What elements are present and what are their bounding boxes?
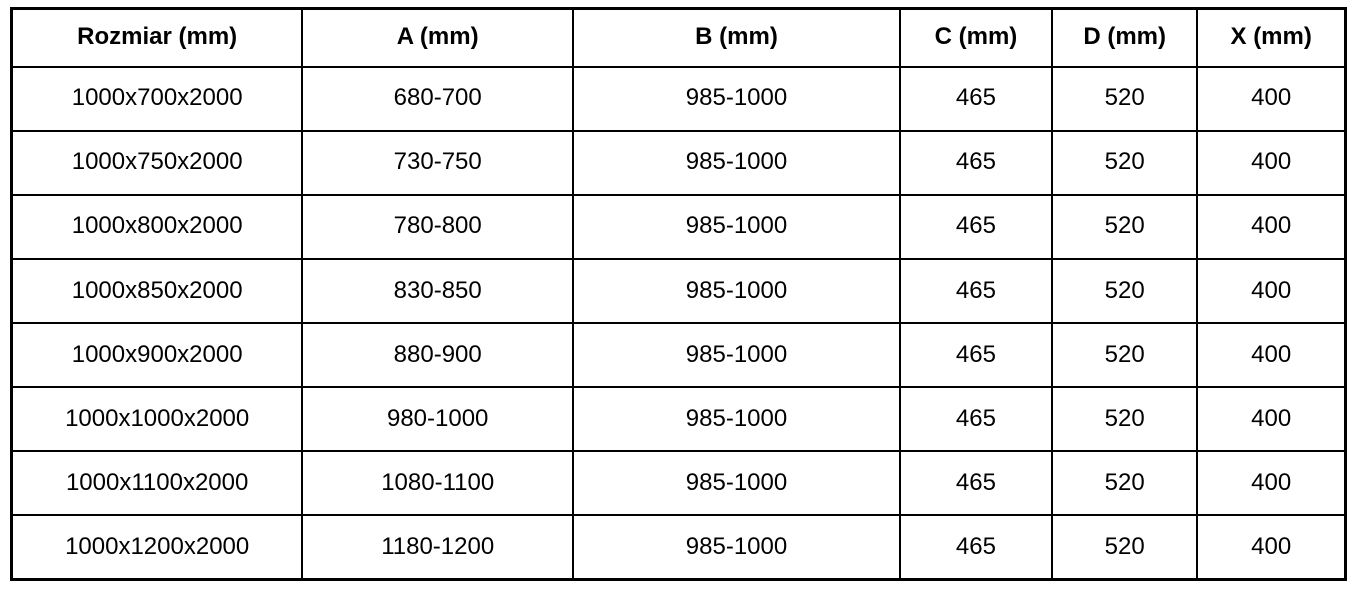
table-cell-c: 465 — [898, 450, 1053, 517]
column-header-rozmiar: Rozmiar (mm) — [10, 7, 304, 68]
table-cell-x: 400 — [1196, 450, 1347, 517]
column-header-c: C (mm) — [898, 7, 1053, 68]
table-cell-c: 465 — [898, 193, 1053, 260]
table-cell-rozmiar: 1000x1000x2000 — [10, 386, 304, 453]
dimension-spec-table: Rozmiar (mm) A (mm) B (mm) C (mm) D (mm)… — [10, 7, 1347, 581]
table-row: 1000x850x2000 830-850 985-1000 465 520 4… — [10, 257, 1347, 325]
table-cell-x: 400 — [1196, 514, 1347, 581]
table-cell-rozmiar: 1000x750x2000 — [10, 129, 304, 196]
column-header-a: A (mm) — [301, 7, 575, 68]
table-row: 1000x1000x2000 980-1000 985-1000 465 520… — [10, 386, 1347, 453]
dimension-spec-table-container: Rozmiar (mm) A (mm) B (mm) C (mm) D (mm)… — [10, 7, 1347, 581]
table-cell-d: 520 — [1050, 129, 1199, 196]
table-cell-b: 985-1000 — [572, 514, 901, 581]
table-cell-b: 985-1000 — [572, 321, 901, 389]
table-cell-d: 520 — [1050, 321, 1199, 389]
table-cell-a: 830-850 — [301, 257, 575, 325]
table-cell-a: 880-900 — [301, 321, 575, 389]
table-cell-b: 985-1000 — [572, 386, 901, 453]
table-cell-d: 520 — [1050, 386, 1199, 453]
table-cell-a: 680-700 — [301, 65, 575, 132]
table-cell-b: 985-1000 — [572, 193, 901, 260]
table-row: 1000x1200x2000 1180-1200 985-1000 465 52… — [10, 514, 1347, 581]
table-cell-a: 980-1000 — [301, 386, 575, 453]
table-cell-rozmiar: 1000x850x2000 — [10, 257, 304, 325]
column-header-b: B (mm) — [572, 7, 901, 68]
table-cell-rozmiar: 1000x1100x2000 — [10, 450, 304, 517]
table-cell-a: 1180-1200 — [301, 514, 575, 581]
table-cell-a: 1080-1100 — [301, 450, 575, 517]
table-cell-d: 520 — [1050, 450, 1199, 517]
table-cell-a: 730-750 — [301, 129, 575, 196]
column-header-x: X (mm) — [1196, 7, 1347, 68]
table-cell-b: 985-1000 — [572, 450, 901, 517]
table-cell-c: 465 — [898, 129, 1053, 196]
header-row: Rozmiar (mm) A (mm) B (mm) C (mm) D (mm)… — [10, 7, 1347, 68]
table-cell-d: 520 — [1050, 193, 1199, 260]
table-row: 1000x750x2000 730-750 985-1000 465 520 4… — [10, 129, 1347, 196]
table-row: 1000x1100x2000 1080-1100 985-1000 465 52… — [10, 450, 1347, 517]
table-cell-rozmiar: 1000x1200x2000 — [10, 514, 304, 581]
table-cell-c: 465 — [898, 386, 1053, 453]
table-cell-d: 520 — [1050, 257, 1199, 325]
table-cell-x: 400 — [1196, 321, 1347, 389]
table-cell-x: 400 — [1196, 65, 1347, 132]
table-cell-x: 400 — [1196, 129, 1347, 196]
table-row: 1000x700x2000 680-700 985-1000 465 520 4… — [10, 65, 1347, 132]
table-cell-a: 780-800 — [301, 193, 575, 260]
table-cell-rozmiar: 1000x800x2000 — [10, 193, 304, 260]
table-cell-b: 985-1000 — [572, 129, 901, 196]
table-cell-b: 985-1000 — [572, 257, 901, 325]
table-cell-c: 465 — [898, 257, 1053, 325]
column-header-d: D (mm) — [1050, 7, 1199, 68]
table-row: 1000x900x2000 880-900 985-1000 465 520 4… — [10, 321, 1347, 389]
table-cell-c: 465 — [898, 514, 1053, 581]
table-cell-rozmiar: 1000x900x2000 — [10, 321, 304, 389]
table-cell-x: 400 — [1196, 193, 1347, 260]
table-cell-d: 520 — [1050, 514, 1199, 581]
table-cell-b: 985-1000 — [572, 65, 901, 132]
table-cell-c: 465 — [898, 65, 1053, 132]
table-cell-c: 465 — [898, 321, 1053, 389]
table-row: 1000x800x2000 780-800 985-1000 465 520 4… — [10, 193, 1347, 260]
table-cell-x: 400 — [1196, 257, 1347, 325]
table-cell-x: 400 — [1196, 386, 1347, 453]
table-cell-d: 520 — [1050, 65, 1199, 132]
table-cell-rozmiar: 1000x700x2000 — [10, 65, 304, 132]
